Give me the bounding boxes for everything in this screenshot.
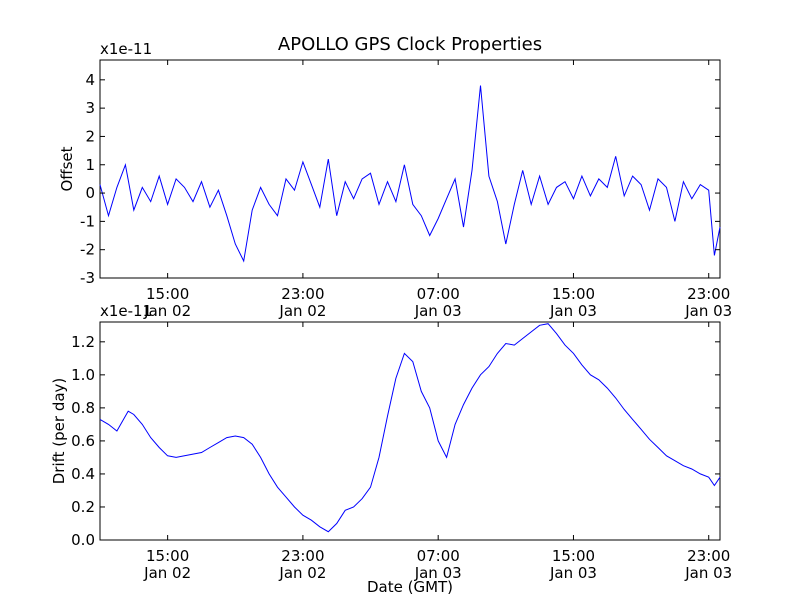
x-tick-time-label: 23:00 [281,285,324,303]
drift-x-axis-label: Date (GMT) [367,578,453,596]
x-tick-date-label: Jan 02 [143,302,191,320]
x-tick-time-label: 07:00 [417,285,460,303]
figure-title: APOLLO GPS Clock Properties [278,34,542,55]
drift-panel: x1e-11 Drift (per day) 0.0 0.2 0.4 0.6 0.8 1.… [50,302,732,596]
x-tick-time-label: 23:00 [281,547,324,565]
drift-multiplier-label: x1e-11 [100,302,152,320]
drift-y-axis-label: Drift (per day) [50,378,68,485]
offset-y-axis-label: Offset [58,146,76,191]
x-tick-date-label: Jan 03 [549,564,597,582]
x-tick-date-label: Jan 02 [278,564,326,582]
y-tick-label: 0.2 [71,498,95,516]
y-tick-label: 4 [85,71,95,89]
x-tick-date-label: Jan 03 [414,302,462,320]
x-tick-time-label: 15:00 [552,285,595,303]
x-tick-date-label: Jan 03 [684,564,732,582]
y-tick-label: 0.8 [71,399,95,417]
x-tick-date-label: Jan 02 [143,564,191,582]
drift-plot-frame [99,321,721,541]
offset-plot-frame [99,59,721,279]
y-tick-label: 1 [85,156,95,174]
x-tick-time-label: 23:00 [687,547,730,565]
x-tick-time-label: 15:00 [552,547,595,565]
y-tick-label: 0.0 [71,531,95,549]
x-tick-date-label: Jan 03 [684,302,732,320]
y-tick-label: 1.2 [71,333,95,351]
y-tick-label: 0 [85,184,95,202]
x-tick-date-label: Jan 03 [414,564,462,582]
y-tick-label: -2 [80,241,95,259]
offset-series-line [99,85,721,263]
y-tick-label: -3 [80,269,95,287]
x-tick-time-label: 23:00 [687,285,730,303]
y-tick-label: 1.0 [71,366,95,384]
x-tick-time-label: 15:00 [146,547,189,565]
y-tick-label: 3 [85,99,95,117]
drift-series-line [99,323,721,533]
x-tick-time-label: 15:00 [146,285,189,303]
drift-y-ticks: 0.0 0.2 0.4 0.6 0.8 1.0 1.2 [71,333,720,549]
x-tick-time-label: 07:00 [417,547,460,565]
offset-multiplier-label: x1e-11 [100,40,152,58]
x-tick-date-label: Jan 02 [278,302,326,320]
x-tick-date-label: Jan 03 [549,302,597,320]
y-tick-label: 0.6 [71,432,95,450]
offset-y-ticks: -3 -2 -1 0 1 2 3 4 [80,71,720,287]
y-tick-label: -1 [80,212,95,230]
y-tick-label: 2 [85,127,95,145]
y-tick-label: 0.4 [71,465,95,483]
